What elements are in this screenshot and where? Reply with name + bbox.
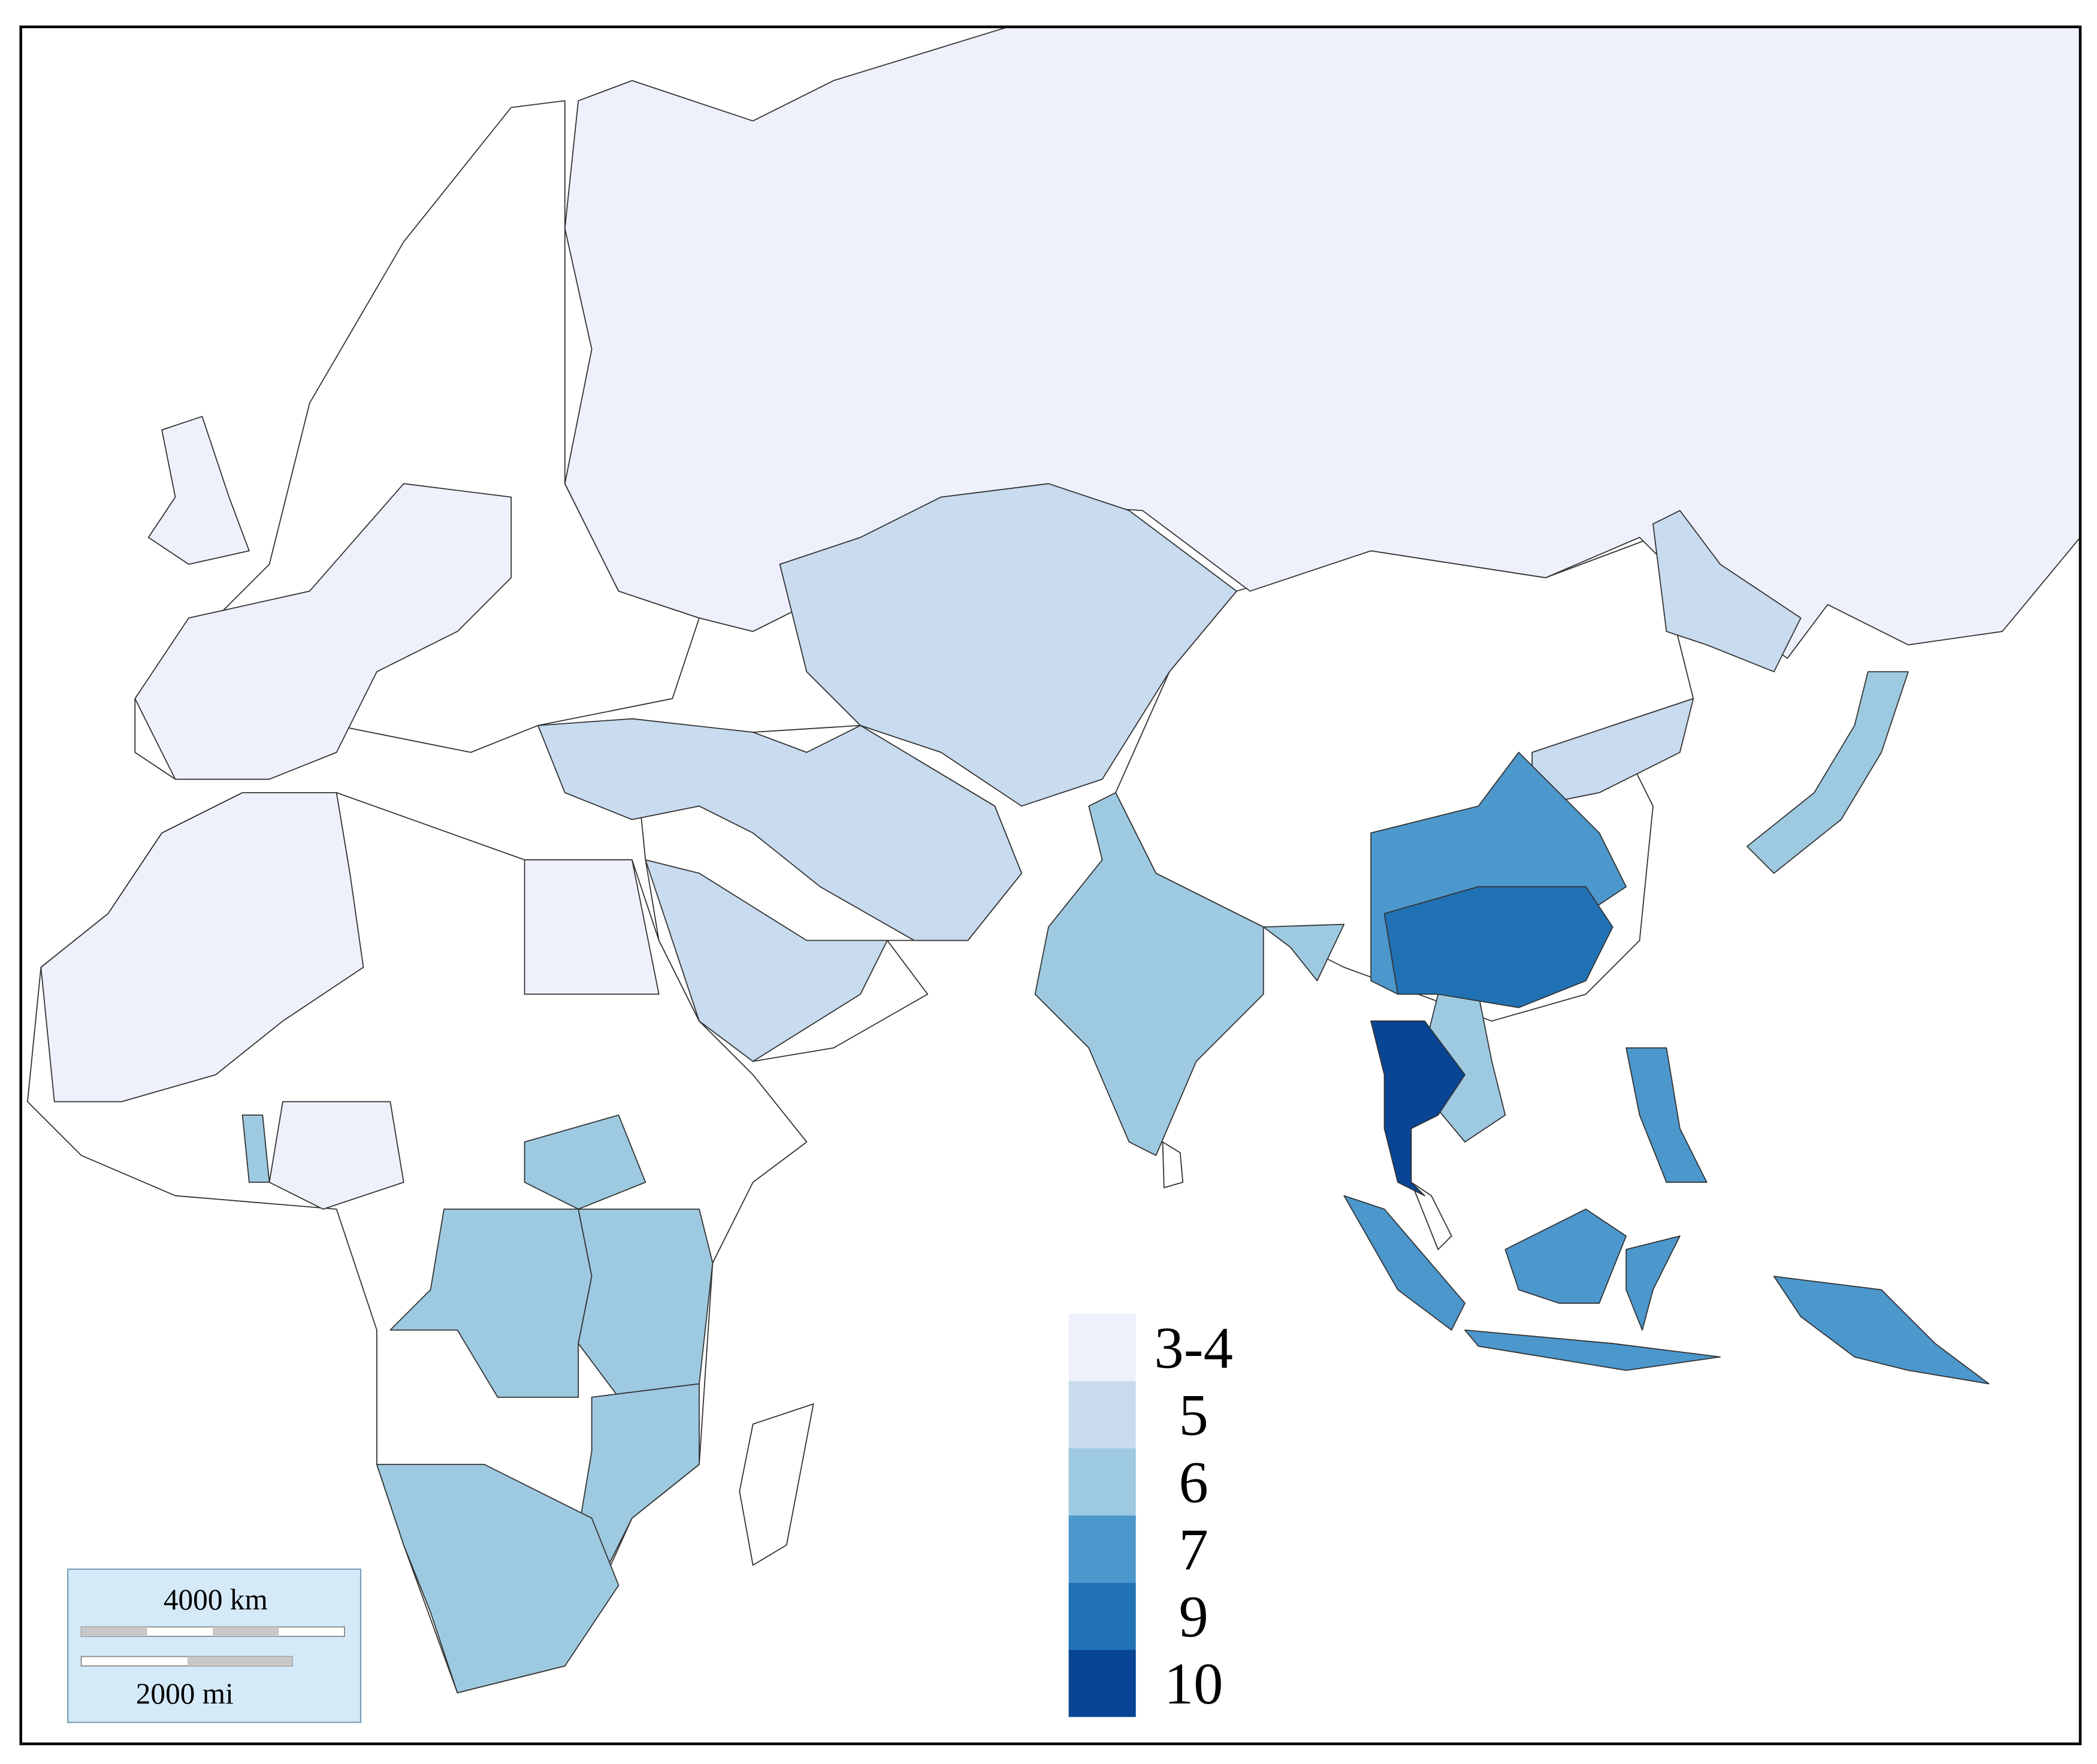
java: [1464, 1329, 1721, 1371]
malaya: [1410, 1182, 1452, 1250]
iran-region: [537, 718, 1023, 941]
japan: [1747, 671, 1909, 874]
china-south: [1383, 886, 1613, 1008]
km-bar-segment: [213, 1627, 279, 1636]
himalaya: [1262, 923, 1345, 981]
legend-swatch: [1068, 1650, 1136, 1717]
legend-label: 7: [1179, 1517, 1208, 1582]
thailand: [1370, 1020, 1466, 1197]
frame: [19, 25, 2082, 1745]
scale-box: [67, 1568, 362, 1723]
southern-africa: [376, 1464, 620, 1694]
regions: [27, 26, 2081, 1694]
south-sudan: [524, 1114, 646, 1210]
mi-label: 2000 mi: [136, 1677, 234, 1710]
nigeria: [268, 1101, 404, 1210]
sulawesi: [1625, 1235, 1681, 1331]
western-europe: [134, 483, 512, 780]
legend-label: 5: [1179, 1383, 1208, 1448]
km-bar-segment: [81, 1627, 147, 1636]
india: [1034, 792, 1264, 1156]
scale-bar: 4000 km 2000 mi: [67, 1568, 362, 1723]
borneo: [1504, 1209, 1627, 1304]
egypt: [524, 859, 660, 995]
legend-label: 10: [1164, 1651, 1223, 1717]
philippines: [1625, 1047, 1708, 1183]
legend-swatch: [1068, 1582, 1136, 1650]
britain: [147, 416, 250, 565]
north-africa: [40, 792, 364, 1102]
legend-label: 3-4: [1154, 1316, 1233, 1381]
legend-label: 9: [1179, 1584, 1208, 1650]
legend-swatch: [1068, 1448, 1136, 1516]
new-guinea: [1773, 1276, 1990, 1385]
east-africa: [578, 1209, 714, 1398]
ghana: [241, 1114, 270, 1183]
legend-swatch: [1068, 1515, 1136, 1583]
mi-bar-segment: [187, 1656, 292, 1666]
km-label: 4000 km: [164, 1583, 268, 1616]
sumatra: [1343, 1195, 1466, 1331]
sri-lanka: [1162, 1141, 1184, 1188]
legend-swatch: [1068, 1381, 1136, 1449]
manchuria: [1652, 510, 1802, 672]
legend-label: 6: [1179, 1450, 1208, 1515]
mozambique: [578, 1383, 700, 1573]
madagascar: [739, 1403, 814, 1566]
legend-swatch: [1068, 1313, 1136, 1381]
arabia: [645, 859, 888, 1062]
